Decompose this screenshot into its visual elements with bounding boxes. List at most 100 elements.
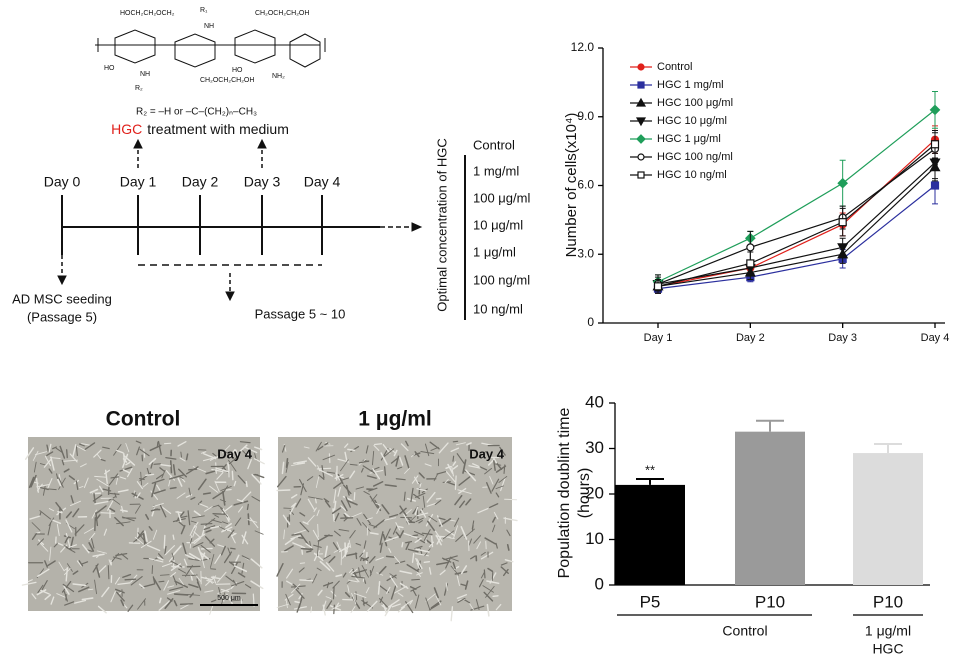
marker [837,243,849,254]
cell [107,565,110,580]
cell [249,517,259,529]
x-tick-label: Day 3 [828,332,857,344]
cell [276,489,291,492]
cell [226,528,236,535]
cell [230,561,239,575]
cell [149,444,162,452]
y-tick-label: 9.0 [577,109,594,123]
cell [46,444,49,453]
cell [233,500,249,506]
legend-marker [636,134,646,144]
cell [140,540,152,549]
cell [351,592,357,605]
cell [411,578,420,581]
cell [68,544,78,549]
marker [838,218,847,227]
cell [50,596,55,605]
cell [145,473,155,476]
cell [346,580,352,584]
cell [351,575,365,579]
cell [21,581,37,586]
cell [349,463,358,466]
cell [503,568,509,577]
cell [63,459,79,462]
cell [225,488,232,491]
cell [381,504,390,515]
cell [31,593,37,600]
cell [114,516,124,527]
cell [80,463,87,468]
cell [125,461,131,466]
cell [108,473,119,486]
cell [161,469,166,479]
cell [344,591,351,598]
cell [205,576,213,584]
series-line [657,143,936,287]
cell [452,465,459,470]
cell [340,459,349,472]
cell [133,491,137,498]
cell [157,553,164,560]
marker [746,243,755,252]
cell [452,455,455,462]
cell [65,532,71,548]
series-line [657,162,936,285]
cell [369,532,379,535]
cell [98,565,107,574]
cell [152,502,164,508]
cell [254,446,263,451]
cell [312,573,318,584]
y-tick-label: 6.0 [577,178,594,192]
cell [462,459,467,474]
cell [394,560,406,565]
cell [368,524,378,528]
structure-label: R₂ [135,85,143,92]
cell [393,556,401,564]
cell [363,513,371,525]
cell [231,470,234,481]
cell [83,477,89,489]
cell [499,446,506,456]
cell [201,558,205,569]
cell [450,565,460,576]
cell [345,496,351,508]
cell [316,467,332,470]
cell [183,558,188,566]
cell [322,454,336,461]
cell [416,572,423,576]
cell [293,529,307,535]
cell [179,603,194,605]
cell [298,536,304,539]
cell [110,476,120,479]
cell [33,461,37,473]
cell [180,451,182,458]
day-label: Day 3 [244,174,281,190]
cell [164,545,176,556]
cell [169,474,184,480]
cell [61,459,65,466]
cell [293,460,308,465]
cell [40,486,49,491]
marker [837,177,849,189]
cell [104,469,111,475]
cell [31,522,41,531]
cell [74,599,87,604]
micrograph-texture [276,440,518,622]
cell [430,446,439,451]
cell [445,582,448,591]
cell [160,505,172,515]
cell [201,525,206,536]
cell [427,520,435,532]
cell [210,525,221,529]
cell [214,514,220,518]
cell [36,483,50,488]
cell [489,503,499,509]
cell [148,457,157,465]
cell [170,460,173,474]
cell [177,441,187,447]
cell [78,485,84,489]
cell [399,582,409,590]
cell [456,594,468,599]
structure-label: NH [140,71,150,78]
cell [83,527,95,534]
